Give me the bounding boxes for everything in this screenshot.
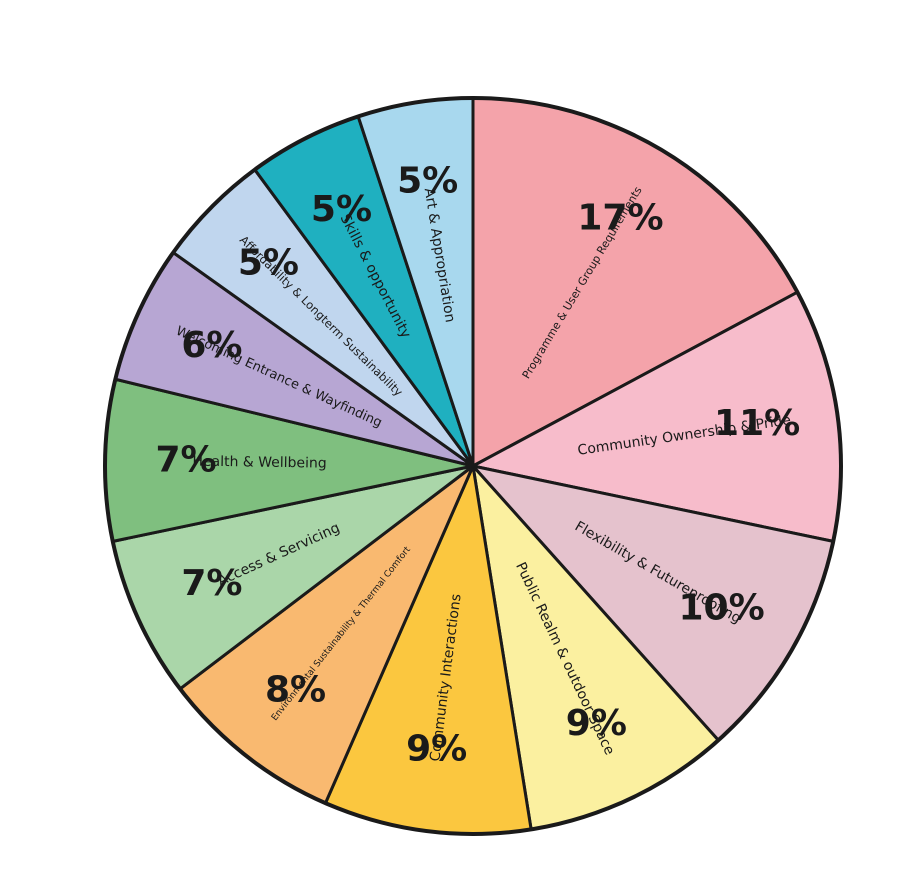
slice-value-label: 7% [181, 563, 242, 604]
slice-value-label: 9% [406, 729, 467, 770]
slice-value-label: 5% [311, 189, 372, 230]
slice-value-label: 6% [181, 325, 242, 366]
slice-value-label: 17% [577, 198, 663, 239]
pie-outline [103, 96, 843, 836]
slice-value-label: 8% [265, 670, 326, 711]
slice-value-label: 11% [714, 403, 800, 444]
slice-value-label: 5% [397, 161, 458, 202]
slice-value-label: 7% [155, 439, 216, 480]
slice-value-label: 10% [678, 588, 764, 629]
slice-value-label: 5% [238, 243, 299, 284]
slice-value-label: 9% [566, 703, 627, 744]
slice-category-label: Health & Wellbeing [192, 454, 327, 472]
